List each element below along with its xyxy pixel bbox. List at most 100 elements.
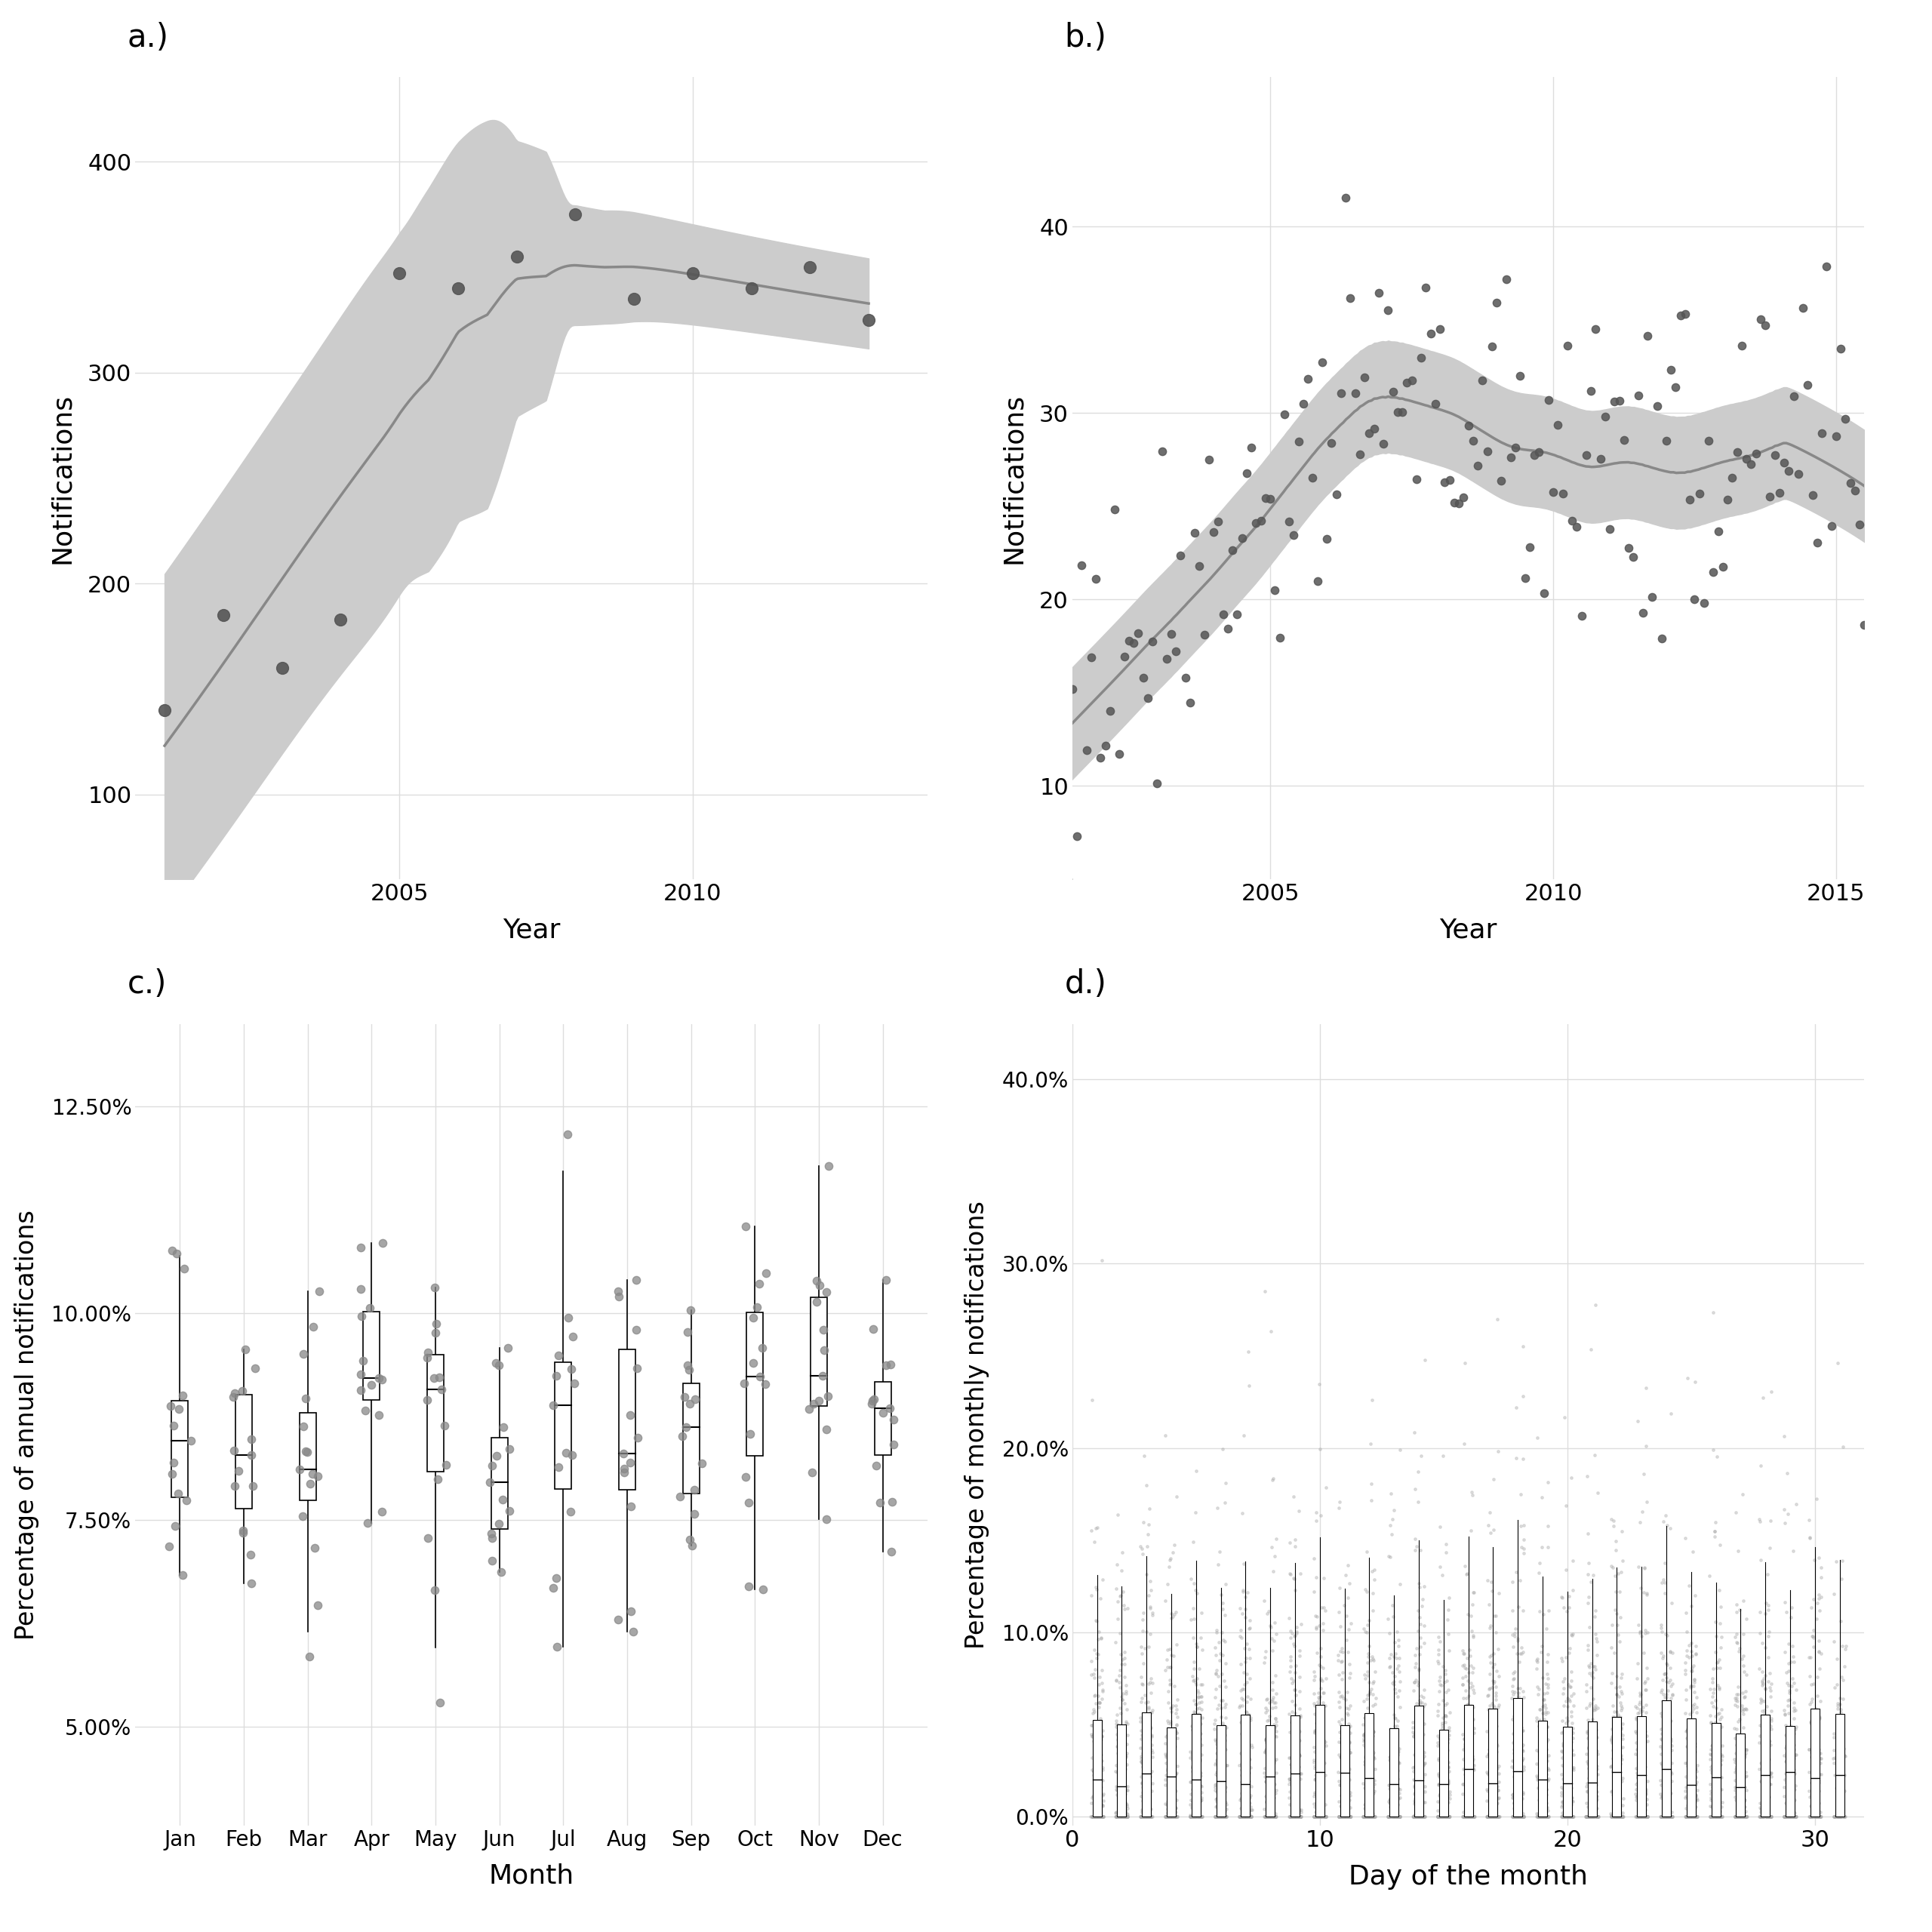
Point — [1526, 1752, 1557, 1783]
Point — [1088, 1801, 1119, 1832]
Point — [1826, 1801, 1857, 1832]
Point — [1449, 1801, 1480, 1832]
Point — [1378, 1747, 1408, 1777]
Point — [1101, 1731, 1132, 1762]
Point — [1235, 1745, 1265, 1776]
Point — [1700, 1801, 1731, 1832]
Point — [1277, 1801, 1308, 1832]
Point — [1250, 1801, 1281, 1832]
Point — [1177, 1731, 1208, 1762]
Point — [1455, 1760, 1486, 1791]
Point — [1582, 1754, 1613, 1785]
Point — [1403, 1702, 1434, 1733]
Point — [1524, 1801, 1555, 1832]
Point — [1629, 1801, 1660, 1832]
Point — [1675, 483, 1706, 514]
Point — [1381, 1801, 1412, 1832]
Point — [1605, 1690, 1636, 1721]
Point — [1627, 1694, 1658, 1725]
Point — [1777, 1663, 1808, 1694]
Point — [1132, 1801, 1163, 1832]
Point — [603, 1281, 634, 1312]
Point — [1111, 1795, 1142, 1826]
Point — [1551, 1596, 1582, 1627]
Point — [1335, 1791, 1366, 1822]
Point — [1300, 1690, 1331, 1721]
Point — [1422, 1646, 1453, 1677]
Point — [1182, 1801, 1213, 1832]
Point — [1721, 1801, 1752, 1832]
Point — [1578, 1758, 1609, 1789]
Point — [1648, 1801, 1679, 1832]
Point — [1596, 1801, 1627, 1832]
Point — [1358, 1768, 1389, 1799]
Point — [1631, 1578, 1662, 1609]
Point — [1128, 1772, 1159, 1803]
Point — [1669, 1783, 1700, 1814]
Point — [1302, 1602, 1333, 1633]
Point — [1575, 1801, 1605, 1832]
Point — [1161, 1797, 1192, 1828]
Point — [1302, 1758, 1333, 1789]
Point — [1126, 1801, 1157, 1832]
Point — [1260, 1768, 1291, 1799]
Point — [1279, 1563, 1310, 1594]
Point — [1399, 1801, 1430, 1832]
Point — [1250, 1685, 1281, 1716]
Point — [1476, 1689, 1507, 1719]
Point — [752, 1258, 782, 1289]
Point — [1434, 1719, 1464, 1750]
Point — [1403, 1569, 1434, 1600]
Point — [1426, 1801, 1457, 1832]
Point — [1679, 1729, 1710, 1760]
Point — [1731, 1776, 1762, 1806]
Point — [1700, 1685, 1731, 1716]
Point — [1497, 1683, 1528, 1714]
Point — [1551, 330, 1582, 361]
Point — [1797, 1737, 1828, 1768]
Point — [1582, 1739, 1613, 1770]
Point — [1184, 1801, 1215, 1832]
Point — [1768, 1801, 1799, 1832]
Point — [1200, 1772, 1231, 1803]
Point — [1101, 1750, 1132, 1781]
Point — [1580, 1692, 1611, 1723]
Point — [1329, 1801, 1360, 1832]
Point — [1507, 1331, 1538, 1362]
Point — [1671, 1801, 1702, 1832]
Point — [1279, 1747, 1310, 1777]
Point — [1439, 487, 1470, 518]
Point — [1260, 1542, 1291, 1573]
Point — [1721, 1687, 1752, 1718]
Point — [1258, 1685, 1289, 1716]
Point — [1229, 1801, 1260, 1832]
Point — [1285, 1640, 1316, 1671]
Point — [1399, 1770, 1430, 1801]
Point — [1300, 1801, 1331, 1832]
Point — [1426, 1760, 1457, 1791]
Point — [1580, 1785, 1611, 1816]
Point — [1621, 1702, 1652, 1733]
Point — [1225, 1648, 1256, 1679]
Point — [1434, 1696, 1464, 1727]
Point — [1128, 1731, 1159, 1762]
Point — [1524, 1737, 1555, 1768]
Point — [1306, 1787, 1337, 1818]
Point — [1090, 730, 1121, 761]
Point — [1231, 1725, 1262, 1756]
Point — [1681, 1801, 1712, 1832]
Point — [1747, 1735, 1777, 1766]
Point — [1302, 1718, 1333, 1748]
Point — [1526, 1636, 1557, 1667]
Point — [1505, 1638, 1536, 1669]
Point — [1430, 1706, 1461, 1737]
Point — [1350, 1801, 1381, 1832]
Point — [1281, 1772, 1312, 1803]
Point — [1403, 1486, 1434, 1517]
Point — [1426, 1801, 1457, 1832]
Point — [1509, 1754, 1540, 1785]
Point — [1497, 1567, 1528, 1598]
Point — [1376, 1743, 1406, 1774]
Point — [1378, 1758, 1408, 1789]
Point — [1275, 1663, 1306, 1694]
